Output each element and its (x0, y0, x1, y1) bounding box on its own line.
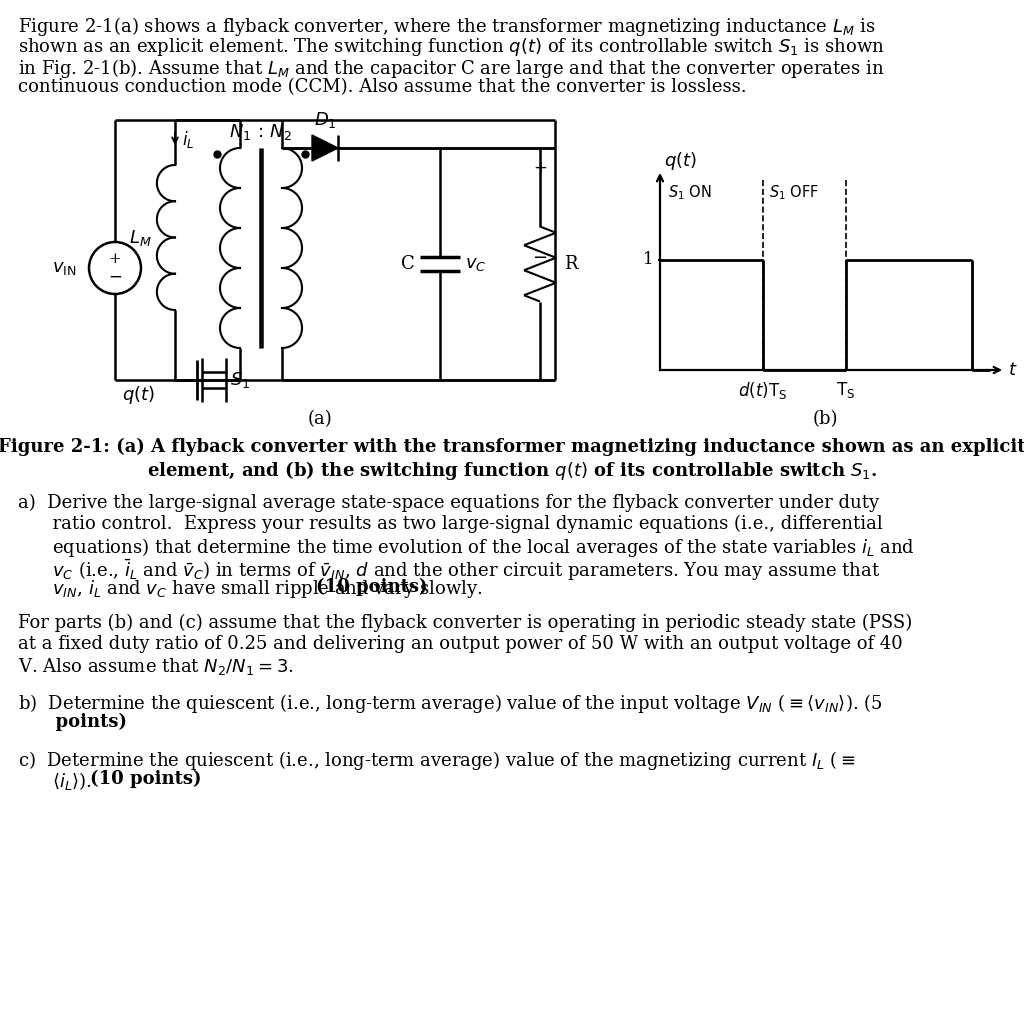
Text: $N_1\,:\,N_2$: $N_1\,:\,N_2$ (229, 122, 293, 142)
Text: $q(t)$: $q(t)$ (664, 150, 697, 172)
Text: b)  Determine the quiescent (i.e., long-term average) value of the input voltage: b) Determine the quiescent (i.e., long-t… (18, 692, 883, 715)
Text: $v_{\mathrm{IN}}$: $v_{\mathrm{IN}}$ (52, 259, 77, 277)
Text: $q(t)$: $q(t)$ (122, 384, 155, 406)
Text: For parts (b) and (c) assume that the flyback converter is operating in periodic: For parts (b) and (c) assume that the fl… (18, 614, 912, 632)
Text: ratio control.  Express your results as two large-signal dynamic equations (i.e.: ratio control. Express your results as t… (18, 515, 883, 533)
Text: +: + (109, 252, 122, 266)
Text: $v_{IN}$, $i_L$ and $v_C$ have small ripple and vary slowly.: $v_{IN}$, $i_L$ and $v_C$ have small rip… (18, 578, 484, 601)
Text: $d(t)$T$_\mathrm{S}$: $d(t)$T$_\mathrm{S}$ (738, 380, 787, 401)
Text: −: − (532, 249, 548, 267)
Text: element, and (b) the switching function $q(t)$ of its controllable switch $S_1$.: element, and (b) the switching function … (146, 459, 878, 482)
Text: $S_1$ OFF: $S_1$ OFF (769, 183, 819, 202)
Text: at a fixed duty ratio of 0.25 and delivering an output power of 50 W with an out: at a fixed duty ratio of 0.25 and delive… (18, 635, 903, 653)
Text: $S_1$: $S_1$ (230, 370, 250, 390)
Text: (b): (b) (812, 410, 838, 428)
Text: $L_M$: $L_M$ (129, 227, 152, 248)
Text: R: R (564, 255, 578, 273)
Text: $t$: $t$ (1008, 361, 1018, 379)
Text: V. Also assume that $N_2/N_1 = 3$.: V. Also assume that $N_2/N_1 = 3$. (18, 656, 294, 677)
Text: $\langle i_L\rangle$).: $\langle i_L\rangle$). (18, 770, 93, 792)
Polygon shape (312, 135, 338, 161)
Text: $D_1$: $D_1$ (313, 110, 336, 130)
Text: T$_\mathrm{S}$: T$_\mathrm{S}$ (837, 380, 855, 400)
Text: shown as an explicit element. The switching function $q(t)$ of its controllable : shown as an explicit element. The switch… (18, 36, 885, 58)
Text: c)  Determine the quiescent (i.e., long-term average) value of the magnetizing c: c) Determine the quiescent (i.e., long-t… (18, 749, 855, 772)
Text: points): points) (18, 713, 127, 731)
Text: (a): (a) (307, 410, 333, 428)
Text: C: C (401, 255, 415, 273)
Text: a)  Derive the large-signal average state-space equations for the flyback conver: a) Derive the large-signal average state… (18, 494, 880, 513)
Text: continuous conduction mode (CCM). Also assume that the converter is lossless.: continuous conduction mode (CCM). Also a… (18, 78, 746, 96)
Text: $v_C$: $v_C$ (465, 255, 486, 273)
Text: +: + (534, 159, 547, 177)
Text: (10 points): (10 points) (316, 578, 427, 596)
Text: $S_1$ ON: $S_1$ ON (668, 183, 712, 202)
Text: equations) that determine the time evolution of the local averages of the state : equations) that determine the time evolu… (18, 536, 914, 559)
Text: −: − (109, 268, 122, 286)
Text: $v_C$ (i.e., $\bar{i}_L$ and $\bar{v}_C$) in terms of $\bar{v}_{IN}$, $d$ and th: $v_C$ (i.e., $\bar{i}_L$ and $\bar{v}_C$… (18, 557, 881, 583)
Text: $i_L$: $i_L$ (182, 129, 195, 149)
Text: (10 points): (10 points) (90, 770, 202, 789)
Text: 1: 1 (643, 252, 654, 268)
Text: Figure 2-1: (a) A flyback converter with the transformer magnetizing inductance : Figure 2-1: (a) A flyback converter with… (0, 438, 1024, 456)
Text: Figure 2-1(a) shows a flyback converter, where the transformer magnetizing induc: Figure 2-1(a) shows a flyback converter,… (18, 15, 876, 38)
Text: in Fig. 2-1(b). Assume that $L_M$ and the capacitor C are large and that the con: in Fig. 2-1(b). Assume that $L_M$ and th… (18, 57, 885, 80)
